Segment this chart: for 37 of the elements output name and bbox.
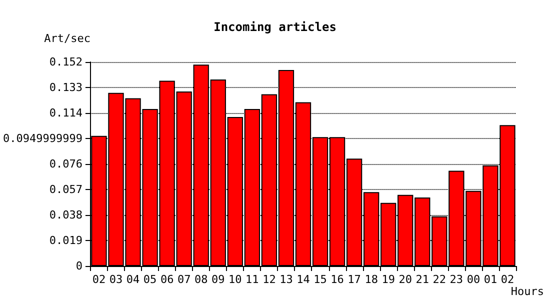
x-tick-label: 19 bbox=[382, 273, 395, 286]
x-tick-label: 08 bbox=[194, 273, 208, 286]
x-tick-label: 06 bbox=[160, 273, 174, 286]
x-tick-label: 03 bbox=[109, 273, 123, 286]
x-tick-label: 21 bbox=[416, 273, 430, 286]
x-axis-title: Hours bbox=[510, 285, 544, 298]
x-tick-label: 00 bbox=[466, 273, 480, 286]
x-tick-label: 02 bbox=[92, 273, 106, 286]
x-tick-label: 22 bbox=[432, 273, 446, 286]
y-tick-label: 0.038 bbox=[49, 208, 82, 222]
x-tick-label: 05 bbox=[143, 273, 157, 286]
x-tick-label: 18 bbox=[364, 273, 378, 286]
y-axis-title: Art/sec bbox=[44, 32, 90, 45]
y-tick-label: 0.076 bbox=[49, 158, 82, 170]
x-tick-label: 14 bbox=[296, 273, 310, 286]
x-tick-label: 16 bbox=[330, 273, 344, 286]
y-tick-label: 0.133 bbox=[49, 81, 82, 94]
x-tick-label: 12 bbox=[262, 273, 276, 286]
x-tick-label: 20 bbox=[398, 273, 412, 286]
x-tick-label: 13 bbox=[280, 273, 293, 286]
x-tick-label: 11 bbox=[246, 273, 259, 286]
y-tick-label: 0.057 bbox=[49, 183, 82, 196]
x-tick-label: 17 bbox=[348, 273, 361, 286]
x-tick-label: 01 bbox=[484, 273, 498, 286]
y-tick-label: 0.152 bbox=[49, 56, 82, 68]
x-tick-label: 09 bbox=[212, 273, 225, 286]
y-tick-label: 0.0949999999 bbox=[2, 132, 82, 145]
y-tick-label: 0.114 bbox=[49, 106, 83, 120]
x-tick-label: 10 bbox=[228, 273, 242, 286]
x-tick-label: 15 bbox=[314, 273, 327, 286]
y-tick-label: 0.019 bbox=[49, 234, 82, 247]
x-tick-label: 04 bbox=[126, 273, 140, 286]
y-tick-label: 0 bbox=[76, 260, 82, 272]
x-tick-label: 02 bbox=[500, 273, 514, 286]
x-tick-label: 07 bbox=[177, 273, 191, 286]
chart-title: Incoming articles bbox=[214, 20, 336, 34]
x-tick-label: 23 bbox=[450, 273, 464, 286]
